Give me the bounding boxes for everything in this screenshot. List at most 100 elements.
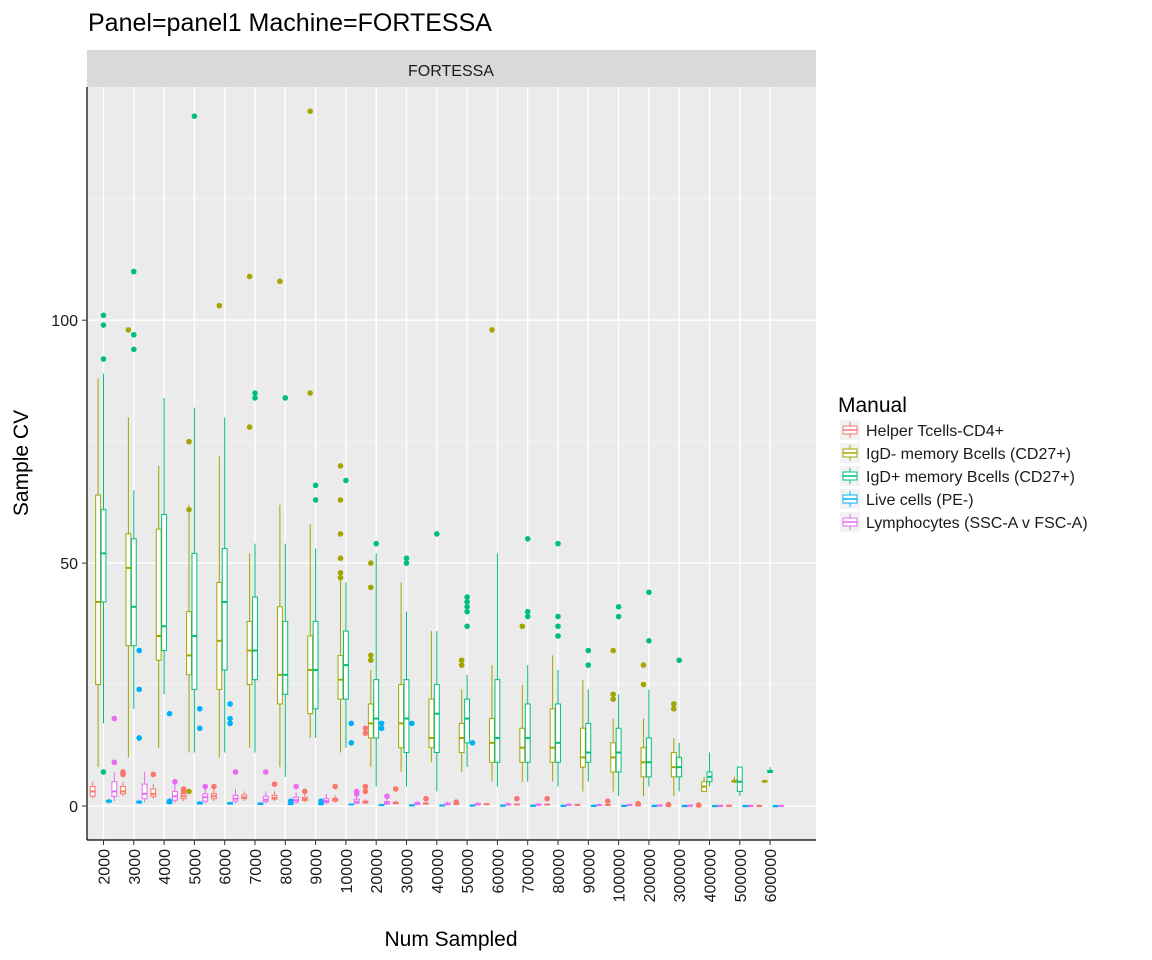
outlier-point — [343, 477, 349, 484]
outlier-point — [362, 725, 369, 732]
legend-label: Live cells (PE-) — [866, 492, 974, 509]
outlier-point — [302, 788, 308, 795]
legend-label: IgD- memory Bcells (CD27+) — [866, 446, 1071, 463]
outlier-point — [136, 735, 142, 741]
box — [645, 737, 652, 778]
legend-item: IgD+ memory Bcells (CD27+) — [840, 466, 1075, 486]
outlier-point — [403, 555, 410, 562]
outlier-point — [348, 740, 355, 746]
plot-panel — [87, 87, 816, 840]
outlier-point — [610, 691, 616, 698]
y-tick-label: 100 — [51, 313, 78, 330]
outlier-point — [635, 800, 641, 807]
x-tick-label: 90000 — [581, 849, 598, 894]
outlier-point — [368, 657, 374, 664]
box — [252, 596, 258, 681]
box — [367, 703, 374, 739]
x-tick-label: 2000 — [97, 849, 114, 885]
outlier-point — [125, 327, 132, 333]
outlier-point — [464, 608, 470, 615]
outlier-point — [337, 574, 344, 581]
legend-label: IgD+ memory Bcells (CD27+) — [866, 469, 1075, 486]
box — [464, 698, 471, 744]
outlier-point — [665, 801, 672, 808]
outlier-point — [519, 623, 526, 630]
x-tick-label: 80000 — [551, 849, 568, 894]
x-tick-label: 4000 — [157, 849, 174, 885]
box — [282, 620, 289, 695]
outlier-point — [100, 312, 107, 319]
box — [433, 684, 440, 754]
outlier-point — [277, 278, 283, 285]
box — [150, 788, 157, 797]
outlier-point — [458, 657, 465, 664]
box — [120, 786, 126, 795]
outlier-point — [263, 769, 269, 775]
box — [95, 494, 102, 686]
x-tick-label: 600000 — [763, 849, 780, 902]
outlier-point — [131, 346, 137, 353]
outlier-point — [312, 482, 319, 489]
box — [670, 752, 677, 778]
box — [398, 684, 405, 749]
outlier-point — [191, 113, 198, 119]
box — [125, 533, 132, 647]
outlier-point — [640, 681, 647, 688]
outlier-point — [524, 613, 531, 620]
outlier-point — [282, 395, 289, 401]
x-tick-label: 5000 — [187, 849, 204, 885]
outlier-point — [246, 424, 253, 430]
x-tick-label: 9000 — [309, 849, 326, 885]
box — [186, 611, 192, 676]
legend-item: Lymphocytes (SSC-A v FSC-A) — [840, 512, 1088, 532]
outlier-point — [544, 795, 550, 802]
facet-strip-label: FORTESSA — [408, 63, 494, 80]
outlier-point — [120, 769, 126, 775]
box — [155, 528, 162, 661]
outlier-point — [378, 720, 385, 727]
box — [337, 654, 344, 700]
legend-label: Lymphocytes (SSC-A v FSC-A) — [866, 515, 1088, 532]
outlier-point — [368, 652, 374, 659]
x-axis-label: Num Sampled — [384, 928, 517, 951]
box — [549, 708, 556, 763]
outlier-point — [615, 604, 622, 610]
outlier-point — [362, 730, 369, 736]
box — [312, 620, 319, 710]
box — [403, 679, 410, 754]
outlier-point — [514, 795, 520, 802]
box — [307, 635, 314, 715]
box — [615, 727, 622, 773]
box — [736, 766, 743, 792]
outlier-point — [227, 715, 233, 722]
outlier-point — [307, 108, 314, 115]
x-tick-label: 60000 — [490, 849, 507, 894]
outlier-point — [524, 608, 531, 615]
outlier-point — [646, 638, 652, 644]
outlier-point — [287, 798, 294, 804]
outlier-point — [232, 769, 239, 775]
outlier-point — [337, 555, 344, 562]
box — [221, 548, 228, 671]
outlier-point — [166, 798, 173, 804]
outlier-point — [378, 725, 385, 732]
outlier-point — [464, 594, 470, 600]
outlier-point — [136, 647, 142, 654]
series-group — [100, 113, 774, 797]
box — [141, 783, 148, 800]
x-tick-label: 70000 — [521, 849, 538, 894]
outlier-point — [555, 540, 561, 547]
x-tick-label: 3000 — [127, 849, 144, 885]
outlier-point — [246, 273, 253, 280]
outlier-point — [585, 647, 592, 654]
box — [246, 620, 253, 686]
outlier-point — [312, 497, 319, 503]
outlier-point — [423, 795, 429, 802]
box — [524, 703, 531, 763]
x-tick-label: 40000 — [430, 849, 447, 894]
outlier-point — [111, 715, 118, 722]
outlier-point — [524, 536, 531, 542]
outlier-point — [640, 662, 647, 668]
box — [555, 703, 561, 763]
